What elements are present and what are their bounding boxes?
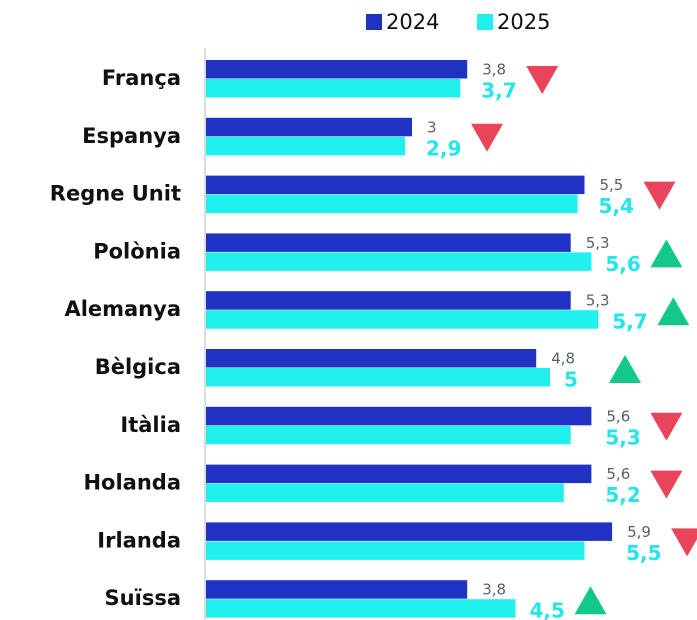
- value-label: 5,4: [599, 194, 634, 218]
- legend-label: 2024: [386, 10, 439, 34]
- value-label: 5,6: [605, 252, 640, 276]
- legend-swatch: [477, 14, 493, 30]
- value-label: 5,7: [612, 310, 647, 334]
- value-label: 5,9: [627, 523, 651, 541]
- value-label: 5,6: [606, 465, 630, 483]
- trend-arrow: [471, 123, 503, 152]
- category-label: Holanda: [83, 471, 181, 495]
- bar: [206, 117, 412, 137]
- value-label: 3,7: [481, 79, 516, 103]
- value-label: 5,5: [600, 176, 624, 194]
- bar: [206, 522, 613, 541]
- bar: [206, 368, 550, 387]
- trend-arrow: [574, 586, 607, 615]
- trend-arrow: [650, 470, 683, 499]
- category-label: Polònia: [93, 239, 181, 263]
- category-label: Itàlia: [120, 413, 181, 437]
- category-label: Alemanya: [64, 297, 181, 321]
- bar: [206, 580, 468, 599]
- bar: [206, 464, 592, 484]
- bar: [206, 291, 571, 310]
- trend-arrow: [643, 181, 676, 210]
- value-label: 5,2: [605, 483, 640, 507]
- value-label: 2,9: [426, 136, 461, 160]
- value-label: 5,6: [606, 407, 630, 425]
- category-label: Bèlgica: [95, 355, 181, 379]
- trend-arrow: [526, 66, 559, 94]
- trend-arrow: [650, 239, 683, 268]
- trend-arrow: [657, 297, 690, 326]
- trend-arrow: [609, 355, 641, 383]
- trend-arrow: [650, 412, 683, 441]
- bar: [206, 136, 406, 156]
- category-label: Regne Unit: [50, 182, 181, 206]
- bar: [206, 599, 516, 618]
- bar: [206, 233, 571, 252]
- category-label: Irlanda: [97, 528, 181, 552]
- value-label: 5,3: [605, 425, 640, 449]
- bar: [206, 194, 578, 214]
- value-label: 3: [427, 118, 437, 136]
- legend-swatch: [366, 14, 382, 30]
- trend-arrow: [671, 528, 697, 557]
- bar: [206, 406, 592, 426]
- bar: [206, 425, 571, 445]
- value-label: 5,5: [626, 541, 661, 565]
- value-label: 5: [564, 368, 578, 392]
- category-label: Suïssa: [105, 586, 181, 610]
- value-label: 3,8: [482, 581, 506, 599]
- bar: [206, 541, 585, 560]
- value-label: 5,3: [586, 292, 610, 310]
- value-label: 5,3: [586, 234, 610, 252]
- legend-label: 2025: [497, 10, 550, 34]
- bar: [206, 252, 592, 271]
- value-label: 3,8: [482, 61, 506, 79]
- bar: [206, 310, 599, 329]
- value-label: 4,8: [551, 350, 575, 368]
- bar: [206, 175, 585, 195]
- category-label: Espanya: [82, 124, 181, 148]
- value-label: 4,5: [530, 599, 565, 620]
- category-label: França: [102, 66, 181, 90]
- bar: [206, 483, 564, 503]
- bar: [206, 79, 461, 98]
- bar: [206, 60, 468, 79]
- bar: [206, 349, 537, 368]
